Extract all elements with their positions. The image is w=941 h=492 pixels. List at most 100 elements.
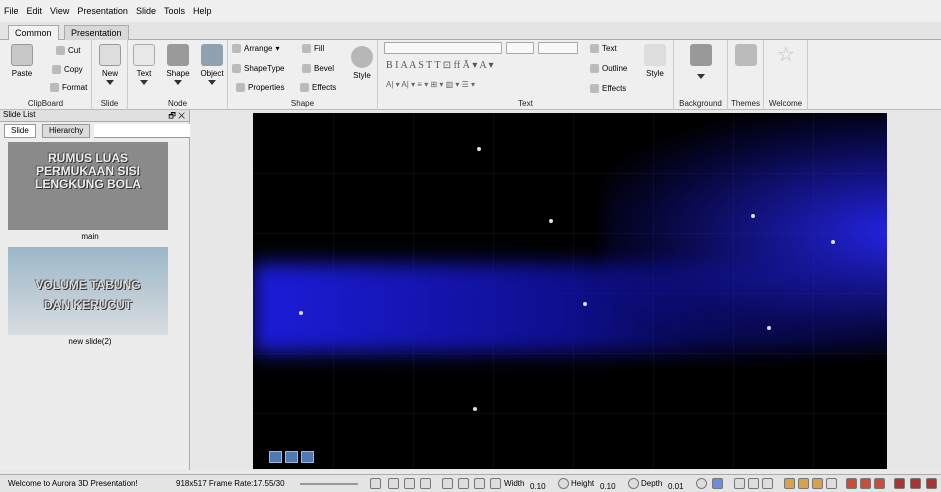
tab-common[interactable]: Common [8, 25, 59, 40]
shapetype-icon [232, 64, 241, 73]
depth-toggle[interactable] [628, 478, 639, 489]
star-icon[interactable]: ☆ [777, 44, 795, 66]
nav-next-button[interactable] [301, 451, 314, 463]
grid-line [253, 233, 887, 234]
text-style-gallery-button[interactable]: Style [640, 44, 670, 78]
arrange-label: Arrange [244, 44, 273, 53]
background-button[interactable] [688, 44, 714, 79]
cut-label: Cut [68, 46, 81, 55]
layout-icon[interactable] [860, 478, 871, 489]
toolbar-icon[interactable] [370, 478, 381, 489]
nav-home-button[interactable] [269, 451, 282, 463]
new-slide-button[interactable]: New [96, 44, 124, 85]
shape-node-button[interactable]: Shape [162, 44, 194, 85]
menu-bar: File Edit View Presentation Slide Tools … [0, 0, 941, 22]
distribute-icon[interactable] [812, 478, 823, 489]
shape-node-icon [167, 44, 189, 66]
clipboard-group-label: ClipBoard [27, 99, 64, 108]
copy-label: Copy [64, 65, 83, 74]
menu-help[interactable]: Help [192, 6, 212, 16]
text-style-button[interactable]: Text [590, 44, 617, 53]
toolbar-icon[interactable] [894, 478, 905, 489]
menu-view[interactable]: View [50, 6, 70, 16]
toolbar-icon[interactable] [404, 478, 415, 489]
toolbar-icon[interactable] [926, 478, 937, 489]
object-node-button[interactable]: Object [196, 44, 228, 85]
outline-button[interactable]: Outline [590, 64, 627, 73]
tab-slide[interactable]: Slide [4, 124, 36, 138]
slide-thumbnail-main[interactable]: RUMUS LUAS PERMUKAAN SISI LENGKUNG BOLA [8, 142, 168, 230]
text-node-button[interactable]: Text [130, 44, 158, 85]
new-slide-icon [99, 44, 121, 66]
distribute-icon[interactable] [784, 478, 795, 489]
welcome-group[interactable]: ☆ Welcome [764, 40, 808, 110]
menu-slide[interactable]: Slide [135, 6, 156, 16]
background-group-label: Background [679, 99, 722, 108]
paste-button[interactable]: Paste [6, 44, 38, 78]
height-toggle[interactable] [558, 478, 569, 489]
align-icon[interactable] [762, 478, 773, 489]
text-align-buttons[interactable]: A| ▾ A| ▾ ≡ ▾ ⊞ ▾ ▥ ▾ ☰ ▾ [386, 80, 476, 89]
properties-button[interactable]: Properties [236, 83, 284, 92]
scale-tool-icon[interactable] [490, 478, 501, 489]
themes-button[interactable] [734, 44, 758, 69]
font-color-select[interactable] [538, 42, 578, 54]
arrange-button[interactable]: Arrange ▾ [232, 44, 279, 53]
menu-presentation[interactable]: Presentation [77, 6, 128, 16]
depth-value[interactable]: 0.01 [668, 482, 684, 491]
outline-icon [590, 64, 599, 73]
text-effects-icon [590, 84, 599, 93]
toolbar-icon[interactable] [696, 478, 707, 489]
themes-group[interactable]: Themes [728, 40, 764, 110]
align-icon[interactable] [734, 478, 745, 489]
shape-style-button[interactable]: Style [348, 46, 376, 80]
copy-button[interactable]: Copy [52, 65, 83, 74]
background-group[interactable]: Background [674, 40, 728, 110]
align-icon[interactable] [748, 478, 759, 489]
rotate-tool-icon[interactable] [474, 478, 485, 489]
slide-stage[interactable] [253, 113, 887, 469]
toolbar-icon[interactable] [712, 478, 723, 489]
slide-list-header: Slide List 🗗 ✕ [0, 110, 189, 122]
font-size-select[interactable] [506, 42, 534, 54]
height-value[interactable]: 0.10 [600, 482, 616, 491]
node-group-label: Node [167, 99, 188, 108]
menu-tools[interactable]: Tools [163, 6, 185, 16]
themes-icon [735, 44, 757, 66]
format-button[interactable]: Format [50, 83, 87, 92]
particle [583, 302, 587, 306]
status-bar: Welcome to Aurora 3D Presentation! 918x5… [0, 474, 941, 492]
text-effects-button[interactable]: Effects [590, 84, 626, 93]
width-value[interactable]: 0.10 [530, 482, 546, 491]
layout-icon[interactable] [874, 478, 885, 489]
select-tool-icon[interactable] [442, 478, 453, 489]
toolbar-icon[interactable] [420, 478, 431, 489]
effects-button[interactable]: Effects [300, 83, 336, 92]
panel-window-controls[interactable]: 🗗 ✕ [168, 111, 185, 120]
text-format-buttons[interactable]: B I A A S T T ⊡ ff Ā ▾ A ▾ [386, 60, 494, 71]
text-group-label: Text [518, 99, 533, 108]
font-family-select[interactable] [384, 42, 502, 54]
menu-file[interactable]: File [4, 6, 19, 16]
nav-prev-button[interactable] [285, 451, 298, 463]
menu-edit[interactable]: Edit [26, 6, 43, 16]
distribute-icon[interactable] [798, 478, 809, 489]
toolbar-icon[interactable] [388, 478, 399, 489]
layout-icon[interactable] [846, 478, 857, 489]
tab-hierarchy[interactable]: Hierarchy [42, 124, 91, 138]
shapetype-button[interactable]: ShapeType [232, 64, 284, 73]
cut-button[interactable]: Cut [56, 46, 80, 55]
move-tool-icon[interactable] [458, 478, 469, 489]
properties-icon [236, 83, 245, 92]
tab-presentation[interactable]: Presentation [64, 25, 129, 40]
toolbar-icon[interactable] [826, 478, 837, 489]
fill-button[interactable]: Fill [302, 44, 324, 53]
slide-thumbnail-new-slide-2[interactable]: VOLUME TABUNG DAN KERUCUT [8, 247, 168, 335]
slide-caption: main [81, 232, 99, 241]
chevron-down-icon [106, 80, 114, 85]
paste-icon [11, 44, 33, 66]
slide-thumbnail-text: VOLUME TABUNG DAN KERUCUT [35, 278, 141, 312]
toolbar-icon[interactable] [910, 478, 921, 489]
zoom-slider[interactable] [300, 483, 358, 485]
bevel-button[interactable]: Bevel [302, 64, 334, 73]
